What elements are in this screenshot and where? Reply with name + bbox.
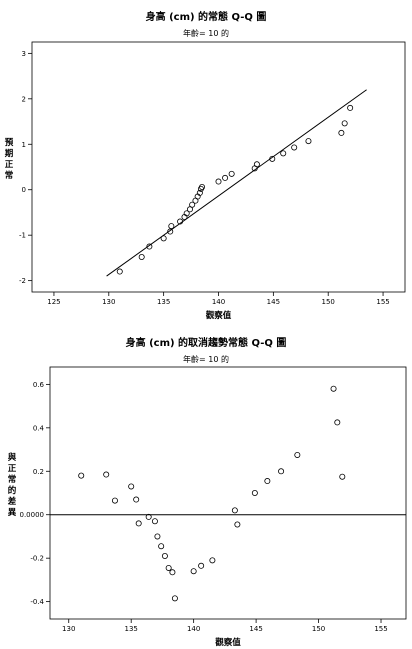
data-point <box>341 120 348 127</box>
data-point <box>198 562 205 569</box>
data-point <box>339 473 346 480</box>
y-tick-label: 2 <box>22 95 26 103</box>
y-tick-label: 0 <box>22 186 26 194</box>
data-point <box>167 228 174 235</box>
data-point <box>171 595 178 602</box>
data-point <box>128 483 135 490</box>
data-point <box>199 183 206 190</box>
x-axis-label: 觀察值 <box>205 310 232 321</box>
qq-chart: 身高 (cm) 的常態 Q-Q 圖 年齡= 10 的 125 130 135 140 1… <box>5 12 406 321</box>
data-point <box>165 564 172 571</box>
x-axis-label: 觀察值 <box>214 637 241 648</box>
x-tick-label: 150 <box>312 625 325 633</box>
data-point <box>133 496 140 503</box>
y-tick-label: 3 <box>22 50 26 58</box>
y-axis-label: 預期正常 <box>5 137 14 181</box>
data-point <box>251 489 258 496</box>
chart-title: 身高 (cm) 的常態 Q-Q 圖 <box>145 12 267 23</box>
x-tick-label: 135 <box>125 625 138 633</box>
y-tick-label: 0.2 <box>33 468 44 476</box>
data-point <box>145 513 152 520</box>
detrended-plot-svg: 130 135 140 145 150 155 0.6 0.4 0.2 0.0000 -0.2 -0.… <box>7 366 407 648</box>
data-point <box>347 104 354 111</box>
x-tick-label: 140 <box>212 298 225 306</box>
data-point <box>330 385 337 392</box>
chart-subtitle: 年齡= 10 的 <box>183 29 229 38</box>
data-point <box>183 210 190 217</box>
data-point <box>189 201 196 208</box>
data-point <box>231 507 238 514</box>
detrended-qq-chart: 身高 (cm) 的取消趨勢常態 Q-Q 圖 年齡= 10 的 130 135 140… <box>0 328 412 649</box>
x-tick-label: 135 <box>157 298 170 306</box>
y-tick-label: 0.4 <box>33 424 45 432</box>
data-point <box>228 170 235 177</box>
data-point <box>103 471 110 478</box>
data-point <box>222 174 229 181</box>
data-point <box>151 518 158 525</box>
x-tick-label: 130 <box>102 298 115 306</box>
plot-frame <box>49 366 407 620</box>
x-tick-label: 140 <box>187 625 200 633</box>
data-point <box>161 552 168 559</box>
y-tick-label: 1 <box>22 141 26 149</box>
y-axis-label: 與正常的差異 <box>7 452 17 518</box>
y-tick-label: 0.0000 <box>20 511 45 519</box>
data-point <box>116 268 123 275</box>
y-tick-label: -0.4 <box>30 598 44 606</box>
data-point <box>294 451 301 458</box>
data-point <box>291 144 298 151</box>
x-tick-label: 155 <box>376 298 389 306</box>
data-point <box>138 253 145 260</box>
qq-plot-svg: 125 130 135 140 145 150 155 -2 -1 0 1 2 3 觀察值 預期正常 <box>5 41 406 321</box>
data-point <box>190 568 197 575</box>
data-point <box>111 497 118 504</box>
chart-title: 身高 (cm) 的取消趨勢常態 Q-Q 圖 <box>125 338 287 349</box>
plot-frame <box>31 41 406 293</box>
data-point <box>146 243 153 250</box>
x-tick-label: 155 <box>374 625 387 633</box>
data-point <box>305 138 312 145</box>
y-tick-label: -2 <box>19 277 26 285</box>
data-point <box>280 150 287 157</box>
data-point <box>160 235 167 242</box>
data-point <box>177 218 184 225</box>
data-point <box>264 478 271 485</box>
data-point <box>334 419 341 426</box>
data-point <box>253 161 260 168</box>
data-point <box>78 472 85 479</box>
data-point <box>168 223 175 230</box>
data-point <box>278 468 285 475</box>
x-tick-label: 130 <box>62 625 75 633</box>
data-point <box>169 569 176 576</box>
data-point <box>215 178 222 185</box>
data-point <box>269 155 276 162</box>
y-tick-label: -0.2 <box>30 555 44 563</box>
x-tick-label: 125 <box>47 298 60 306</box>
x-tick-label: 150 <box>322 298 335 306</box>
data-point <box>338 129 345 136</box>
data-point <box>154 533 161 540</box>
data-point <box>196 189 203 196</box>
x-tick-label: 145 <box>249 625 262 633</box>
chart-subtitle: 年齡= 10 的 <box>183 355 229 364</box>
reference-line <box>106 89 367 277</box>
x-tick-label: 145 <box>267 298 280 306</box>
data-point <box>234 521 241 528</box>
y-tick-label: 0.6 <box>33 381 45 389</box>
data-point <box>158 543 165 550</box>
y-tick-label: -1 <box>19 232 26 240</box>
data-point <box>135 520 142 527</box>
data-point <box>209 557 216 564</box>
